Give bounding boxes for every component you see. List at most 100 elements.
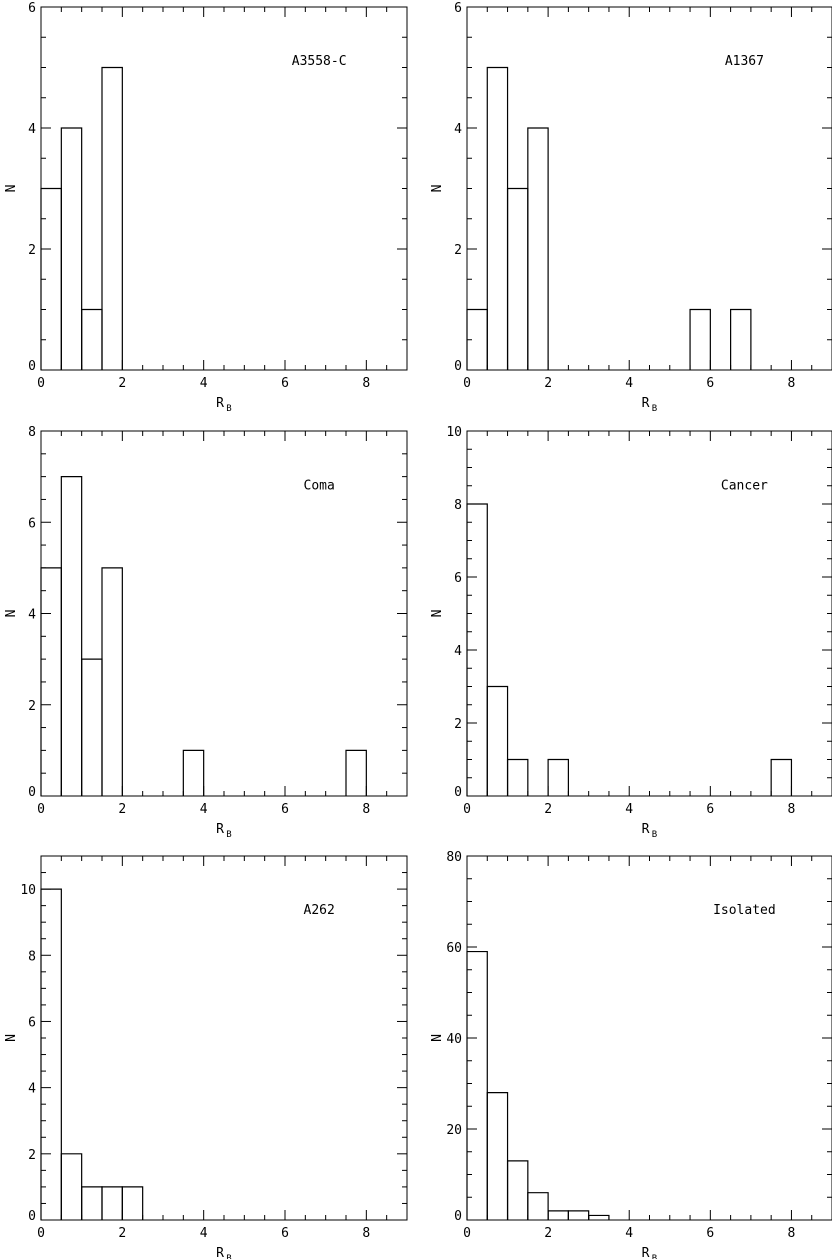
y-tick-label: 0 (28, 359, 36, 374)
chart-panel-1: 0 2 4 6 8 0 2 4 6 R B N A3558-C (4, 1, 408, 414)
y-tick-label: 2 (454, 717, 462, 732)
y-tick-label: 10 (20, 883, 36, 898)
histogram-bar (121, 1186, 144, 1220)
panel-title: Cancer (721, 478, 768, 493)
x-tick-label: 0 (37, 802, 45, 817)
histogram-bar (60, 476, 83, 796)
y-tick-label: 6 (28, 1015, 36, 1030)
x-axis-label-subscript: B (226, 404, 231, 414)
histogram-bar (547, 1210, 569, 1220)
x-tick-label: 4 (625, 376, 633, 391)
histogram-bar (101, 1186, 123, 1220)
histogram-bar (506, 187, 529, 370)
y-tick-label: 4 (454, 644, 462, 659)
y-tick-label: 20 (446, 1123, 462, 1138)
x-tick-label: 2 (118, 802, 126, 817)
chart-panel-5: 0 2 4 6 8 0 2 4 6 8 10 R B N A262 (4, 855, 408, 1259)
y-tick-label: 2 (454, 243, 462, 258)
histogram-bar (527, 1192, 549, 1220)
x-tick-label: 0 (37, 376, 45, 391)
y-tick-label: 4 (454, 122, 462, 137)
x-tick-label: 8 (788, 1226, 796, 1241)
x-tick-label: 8 (362, 1226, 370, 1241)
histogram-bar (60, 127, 83, 370)
x-tick-label: 6 (281, 802, 289, 817)
y-tick-label: 8 (454, 498, 462, 513)
y-tick-label: 4 (28, 608, 36, 623)
x-axis-label-subscript: B (226, 1254, 231, 1259)
y-tick-label: 0 (454, 1209, 462, 1224)
histogram-bar (506, 758, 529, 796)
x-tick-label: 2 (544, 376, 552, 391)
x-axis-label: R (642, 822, 650, 837)
x-axis-label-subscript: B (652, 830, 657, 840)
x-tick-label: 0 (37, 1226, 45, 1241)
plot-frame (466, 855, 832, 1221)
histogram-bar (486, 685, 509, 796)
histogram-bar (567, 1210, 590, 1220)
y-tick-label: 6 (454, 1, 462, 16)
x-tick-label: 4 (625, 802, 633, 817)
histogram-bar (466, 950, 488, 1220)
histogram-bar (466, 503, 488, 796)
x-axis-label: R (216, 1246, 224, 1259)
y-axis-label: N (4, 1034, 19, 1042)
chart-panel-4: 0 2 4 6 8 0 2 4 6 8 10 R B N Cancer (430, 425, 832, 840)
y-axis-label: N (4, 610, 19, 618)
panel-title: A3558-C (292, 54, 347, 69)
y-tick-label: 2 (28, 243, 36, 258)
histogram-bar (81, 658, 103, 796)
x-tick-label: 8 (788, 376, 796, 391)
y-tick-label: 2 (28, 1148, 36, 1163)
panel-title: A1367 (725, 54, 764, 69)
histogram-bar (547, 758, 569, 796)
x-axis-label: R (216, 822, 224, 837)
y-tick-label: 6 (28, 1, 36, 16)
histogram-bar (730, 308, 752, 370)
y-axis-label: N (430, 1034, 445, 1042)
panel-title: Coma (304, 478, 335, 493)
histogram-bar (770, 758, 793, 796)
plot-frame (40, 855, 408, 1221)
histogram-bar (101, 567, 123, 796)
chart-panel-3: 0 2 4 6 8 0 2 4 6 8 R B N Coma (4, 425, 408, 840)
x-axis-label-subscript: B (652, 1254, 657, 1259)
panel-title: A262 (304, 903, 335, 918)
y-tick-label: 2 (28, 699, 36, 714)
x-tick-label: 2 (118, 376, 126, 391)
x-tick-label: 0 (463, 376, 471, 391)
histogram-bar (527, 127, 549, 370)
histogram-bar (506, 1160, 529, 1220)
y-tick-label: 0 (454, 785, 462, 800)
histogram-bar (588, 1214, 610, 1220)
histogram-bar (60, 1153, 83, 1220)
plot-frame (466, 430, 832, 797)
x-axis-label: R (216, 396, 224, 411)
y-axis-label: N (430, 610, 445, 618)
x-tick-label: 6 (281, 376, 289, 391)
panel-title: Isolated (713, 903, 776, 918)
y-tick-label: 60 (446, 941, 462, 956)
x-tick-label: 6 (281, 1226, 289, 1241)
plot-frame (40, 430, 408, 797)
y-tick-label: 6 (454, 571, 462, 586)
histogram-bar (81, 308, 103, 370)
y-tick-label: 8 (28, 949, 36, 964)
x-tick-label: 8 (788, 802, 796, 817)
y-tick-label: 0 (28, 785, 36, 800)
x-tick-label: 6 (706, 1226, 714, 1241)
x-tick-label: 0 (463, 1226, 471, 1241)
y-tick-label: 40 (446, 1032, 462, 1047)
histogram-bar (689, 308, 711, 370)
histogram-bar (486, 1092, 509, 1220)
histogram-bar (486, 66, 509, 370)
x-tick-label: 8 (362, 802, 370, 817)
x-tick-label: 6 (706, 802, 714, 817)
x-tick-label: 2 (544, 1226, 552, 1241)
y-tick-label: 10 (446, 425, 462, 440)
x-axis-label-subscript: B (652, 404, 657, 414)
x-tick-label: 2 (544, 802, 552, 817)
x-tick-label: 4 (200, 376, 208, 391)
